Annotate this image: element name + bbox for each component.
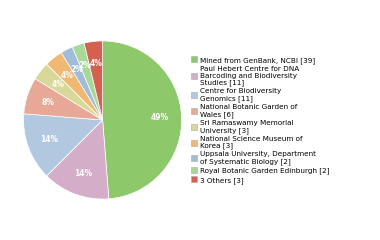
Wedge shape <box>61 47 103 120</box>
Wedge shape <box>47 53 103 120</box>
Wedge shape <box>72 43 103 120</box>
Text: 2%: 2% <box>79 61 92 70</box>
Text: 8%: 8% <box>42 98 55 107</box>
Text: 4%: 4% <box>51 80 64 89</box>
Text: 4%: 4% <box>89 59 102 68</box>
Text: 4%: 4% <box>61 71 74 80</box>
Text: 14%: 14% <box>74 169 92 178</box>
Wedge shape <box>24 114 103 176</box>
Text: 49%: 49% <box>150 113 168 122</box>
Wedge shape <box>84 41 103 120</box>
Wedge shape <box>103 41 182 199</box>
Wedge shape <box>24 79 103 120</box>
Text: 14%: 14% <box>40 135 58 144</box>
Wedge shape <box>47 120 109 199</box>
Legend: Mined from GenBank, NCBI [39], Paul Hebert Centre for DNA
Barcoding and Biodiver: Mined from GenBank, NCBI [39], Paul Hebe… <box>190 56 330 184</box>
Text: 2%: 2% <box>70 65 83 74</box>
Wedge shape <box>35 64 103 120</box>
